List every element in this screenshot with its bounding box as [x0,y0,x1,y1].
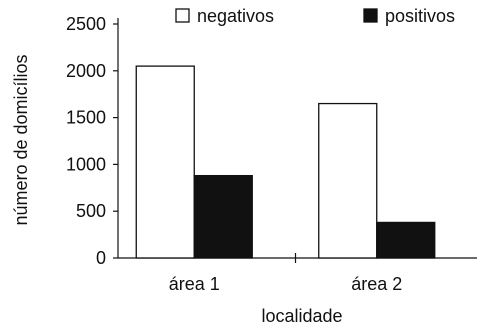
y-tick-label: 1000 [66,154,106,174]
bar-positivos-2 [376,221,436,259]
y-axis-title: número de domicílios [11,54,31,225]
x-tick-label: área 1 [169,274,220,294]
legend-label-positivos: positivos [385,6,455,26]
y-tick-label: 0 [96,248,106,268]
bar-negativos-1 [135,65,195,259]
legend: negativos positivos [175,6,455,26]
tick-labels: 0 500 1000 1500 2000 2500 área 1 área 2 [66,14,402,294]
bars [135,65,436,259]
x-tick-label: área 2 [351,274,402,294]
y-tick-label: 2500 [66,14,106,34]
bar-positivos-1 [193,174,253,259]
y-tick-label: 2000 [66,61,106,81]
legend-swatch-positivos [363,8,378,23]
legend-label-negativos: negativos [197,6,274,26]
legend-swatch-negativos [175,8,190,23]
y-tick-label: 500 [76,201,106,221]
bar-negativos-2 [318,102,378,259]
y-tick-label: 1500 [66,108,106,128]
x-axis-title: localidade [261,306,342,326]
